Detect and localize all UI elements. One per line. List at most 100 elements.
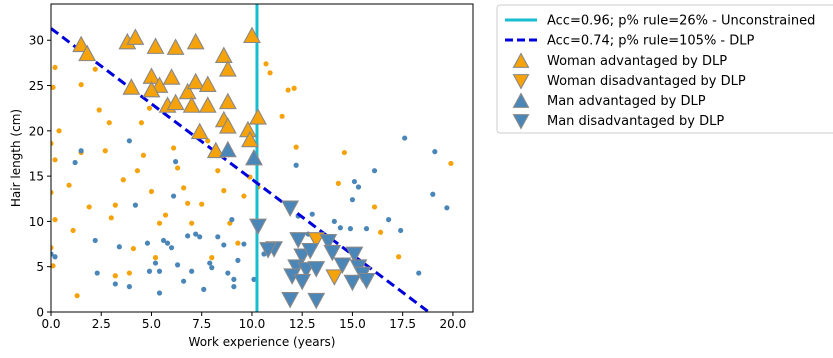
man-point: [193, 231, 199, 237]
man-point: [430, 191, 436, 197]
x-tick-label: 10.0: [239, 317, 266, 331]
man-point: [181, 278, 187, 284]
woman-point: [52, 217, 58, 223]
man-point: [241, 241, 247, 247]
man-point: [132, 202, 138, 208]
woman-point: [162, 212, 169, 218]
man-point: [355, 184, 362, 190]
legend-marker-woman-disadvantaged-marker: [512, 74, 530, 90]
woman-point: [102, 148, 108, 154]
legend-label-woman-advantaged: Woman advantaged by DLP: [547, 54, 727, 69]
woman-advantaged-marker: [178, 82, 197, 100]
woman-disadvantaged-marker: [325, 269, 344, 286]
woman-point: [146, 105, 153, 111]
man-point: [347, 226, 354, 232]
man-point: [235, 257, 241, 263]
man-point: [94, 270, 100, 276]
man-point: [185, 233, 191, 239]
man-point: [349, 197, 356, 203]
woman-advantaged-marker: [241, 130, 259, 148]
man-point: [432, 149, 438, 155]
man-point: [172, 159, 179, 165]
man-point: [126, 284, 132, 290]
man-disadvantaged-marker: [301, 243, 320, 260]
man-point: [144, 240, 151, 246]
legend-markers: [512, 52, 530, 130]
man-point: [52, 254, 58, 260]
woman-point: [86, 204, 92, 210]
woman-advantaged-marker: [218, 92, 237, 110]
woman-advantaged-marker: [218, 117, 237, 134]
woman-point: [279, 113, 285, 119]
man-disadvantaged-marker: [343, 274, 362, 292]
woman-point: [51, 245, 54, 251]
man-point: [416, 270, 422, 276]
man-point: [146, 268, 153, 274]
axes: 0.0 2.5 5.0 7.5 10.0 12.5 15.0 17.5 20.0 0 5 10 15 2…: [9, 3, 474, 349]
woman-advantaged-marker: [122, 78, 141, 95]
woman-point: [181, 185, 187, 191]
woman-advantaged-marker: [186, 32, 205, 50]
man-point: [363, 226, 370, 232]
woman-point: [78, 82, 84, 88]
man-point: [386, 217, 392, 223]
man-disadvantaged-marker: [293, 248, 312, 265]
woman-point: [106, 120, 112, 126]
man-point: [331, 218, 337, 225]
man-point: [444, 205, 450, 211]
woman-point: [377, 229, 384, 235]
plot-marks: [51, 4, 454, 312]
woman-advantaged-marker: [190, 122, 209, 140]
woman-advantaged-marker: [214, 46, 233, 63]
x-axis-label: Work experience (years): [189, 335, 336, 349]
woman-point: [70, 227, 76, 234]
woman-point: [134, 168, 141, 174]
woman-point: [152, 255, 159, 261]
man-point: [189, 268, 195, 274]
man-point: [152, 260, 159, 266]
woman-advantaged-marker: [198, 75, 217, 92]
man-point: [175, 262, 181, 268]
man-point: [351, 178, 358, 185]
man-disadvantaged-marker: [333, 257, 352, 275]
man-disadvantaged-marker: [307, 292, 326, 310]
man-point: [309, 211, 315, 217]
x-tick-label: 5.0: [142, 317, 161, 331]
legend-marker-man-disadvantaged-marker: [512, 114, 530, 130]
y-tick-label: 25: [29, 79, 44, 93]
woman-point: [92, 66, 98, 72]
legend-label-man-advantaged: Man advantaged by DLP: [547, 94, 706, 109]
woman-advantaged-marker: [72, 35, 91, 53]
man-disadvantaged-marker: [289, 232, 308, 249]
woman-point: [215, 168, 221, 174]
woman-point: [108, 215, 114, 221]
man-point: [197, 234, 203, 240]
x-tick-label: 2.5: [92, 317, 111, 331]
legend-label-dlp: Acc=0.74; p% rule=105% - DLP: [547, 34, 755, 49]
y-tick-label: 30: [29, 34, 44, 48]
woman-advantaged-marker: [166, 38, 185, 55]
man-point: [156, 290, 163, 296]
woman-point: [120, 177, 126, 183]
dlp-boundary-line: [51, 27, 430, 312]
woman-advantaged-marker: [243, 26, 261, 44]
x-tick-label: 12.5: [289, 317, 316, 331]
x-tick-label: 17.5: [389, 317, 416, 331]
woman-point: [267, 70, 273, 76]
woman-advantaged-marker: [218, 60, 237, 77]
legend-label-man-disadvantaged: Man disadvantaged by DLP: [547, 114, 724, 129]
woman-point: [199, 201, 205, 207]
man-point: [72, 159, 78, 166]
woman-point: [221, 188, 227, 194]
woman-point: [74, 293, 80, 299]
woman-point: [396, 254, 402, 260]
x-tick-label: 7.5: [192, 317, 211, 331]
y-tick-label: 15: [29, 170, 44, 184]
man-point: [92, 237, 98, 244]
woman-point: [285, 87, 291, 93]
y-tick-label: 10: [29, 215, 44, 229]
legend: Acc=0.96; p% rule=26% - Unconstrained Ac…: [496, 4, 833, 134]
man-disadvantaged-marker: [281, 291, 300, 309]
woman-point: [51, 263, 56, 269]
